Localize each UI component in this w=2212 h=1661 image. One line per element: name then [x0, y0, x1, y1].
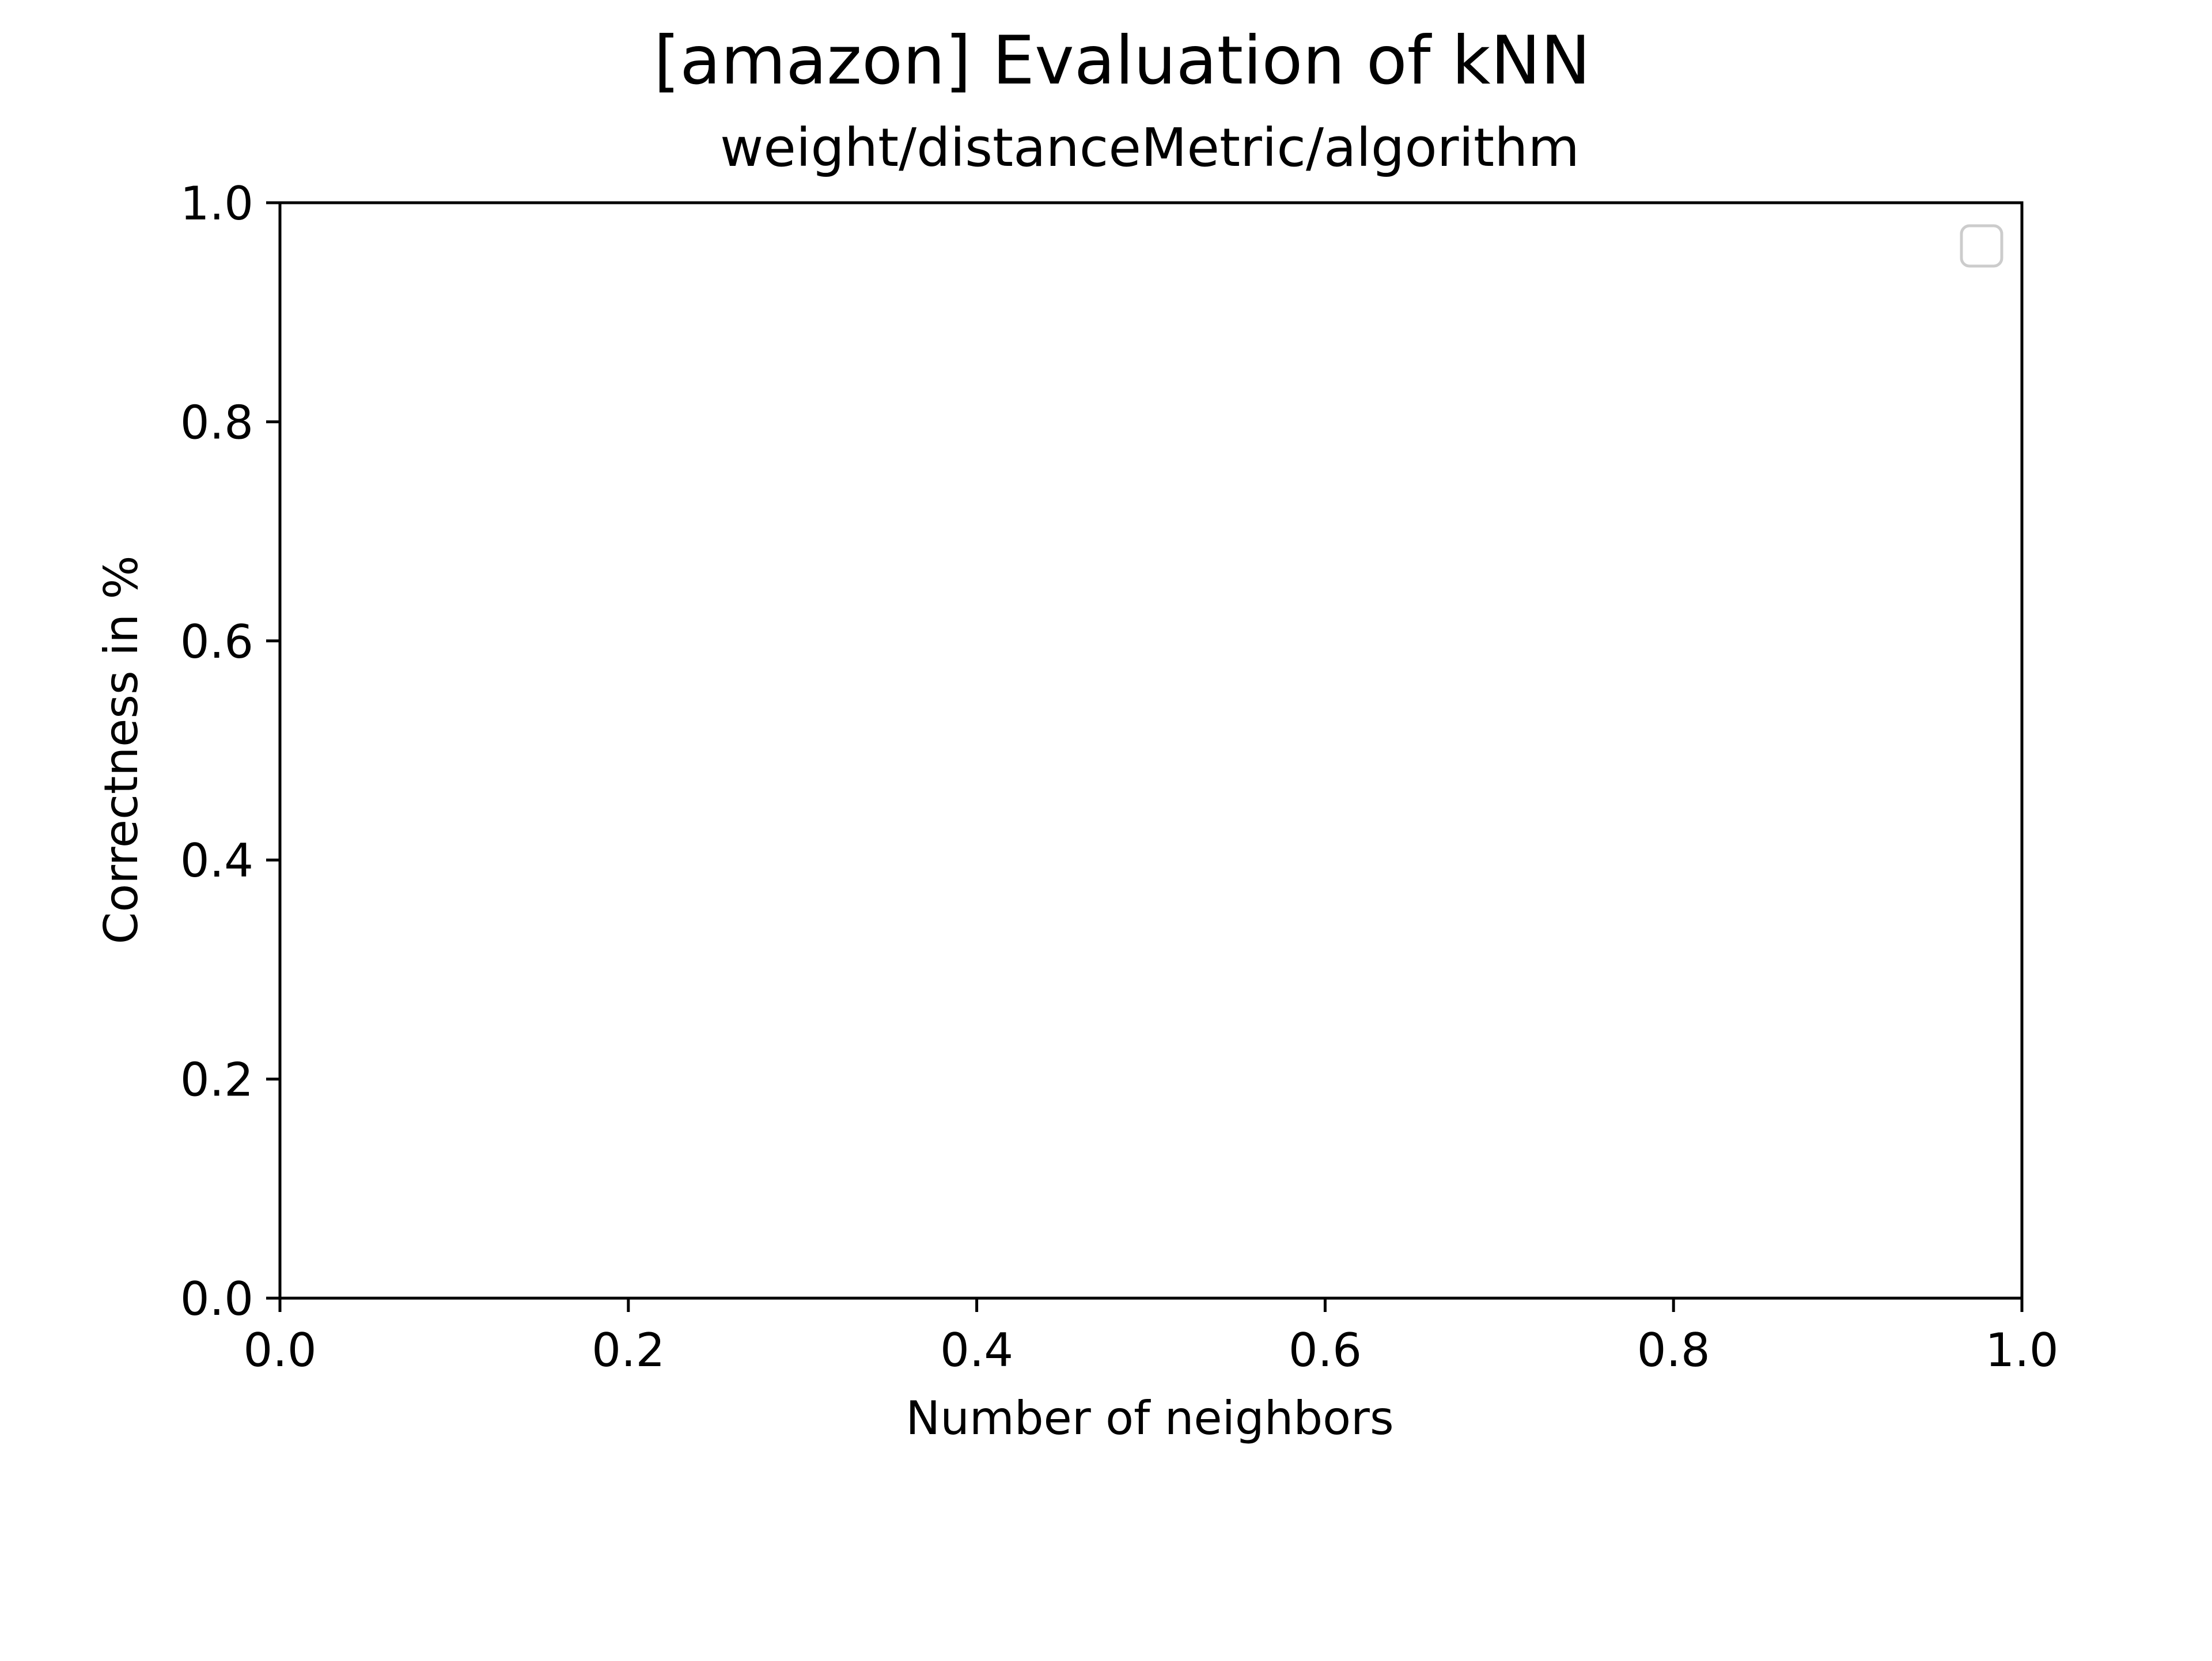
x-tick-label: 0.0	[243, 1324, 316, 1377]
y-tick-label: 0.0	[180, 1272, 253, 1326]
y-tick-label: 0.2	[180, 1053, 253, 1107]
y-axis-ticks: 0.0 0.2 0.4 0.6 0.8 1.0	[180, 177, 280, 1326]
plot-area	[278, 201, 2024, 1300]
x-tick-label: 0.6	[1289, 1324, 1362, 1377]
y-tick-label: 0.6	[180, 615, 253, 669]
x-tick-label: 0.2	[592, 1324, 665, 1377]
y-tick-label: 1.0	[180, 177, 253, 230]
x-tick-label: 0.4	[940, 1324, 1013, 1377]
y-axis-label: Correctness in %	[94, 555, 148, 944]
legend-box	[1960, 224, 2003, 268]
x-tick-label: 0.8	[1637, 1324, 1710, 1377]
x-tick-label: 1.0	[1985, 1324, 2058, 1377]
x-axis-label: Number of neighbors	[906, 1391, 1393, 1445]
y-tick-label: 0.8	[180, 396, 253, 449]
x-axis-ticks: 0.0 0.2 0.4 0.6 0.8 1.0	[243, 1298, 2059, 1377]
y-tick-label: 0.4	[180, 834, 253, 888]
chart-title: [amazon] Evaluation of kNN	[654, 22, 1590, 100]
chart-subtitle: weight/distanceMetric/algorithm	[720, 117, 1580, 179]
